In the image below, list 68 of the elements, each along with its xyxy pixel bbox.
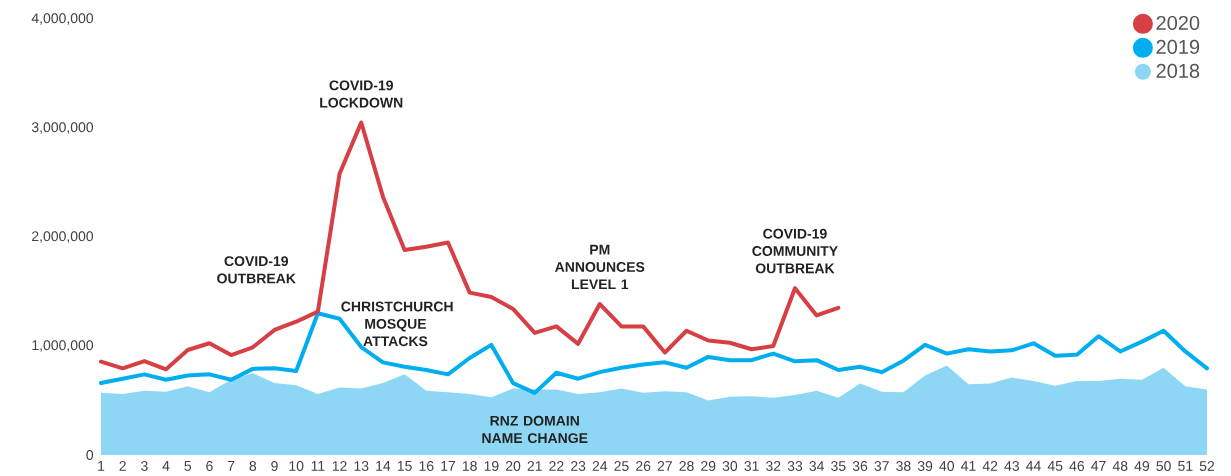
x-tick-label: 36 <box>852 461 868 471</box>
annotation: PM ANNOUNCES LEVEL 1 <box>555 244 645 290</box>
x-tick-label: 30 <box>722 461 738 471</box>
x-tick-label: 11 <box>311 461 325 471</box>
x-tick-label: 51 <box>1178 461 1193 471</box>
x-tick-label: 7 <box>227 461 235 471</box>
x-tick-label: 27 <box>657 461 672 471</box>
annotation: RNZ DOMAIN NAME CHANGE <box>482 415 588 444</box>
y-tick-label: 1,000,000 <box>32 340 94 352</box>
x-tick-label: 31 <box>744 461 759 471</box>
x-tick-label: 5 <box>184 461 192 471</box>
x-tick-label: 25 <box>614 461 629 471</box>
x-tick-label: 16 <box>419 461 434 471</box>
x-tick-label: 9 <box>271 461 278 471</box>
legend-label: 2018 <box>1156 63 1200 78</box>
x-tick-label: 18 <box>462 461 477 471</box>
x-tick-label: 40 <box>939 461 954 471</box>
x-tick-label: 52 <box>1199 461 1215 471</box>
x-tick-label: 23 <box>571 461 586 471</box>
x-tick-label: 41 <box>960 461 976 471</box>
x-tick-label: 15 <box>397 461 412 471</box>
x-tick-label: 34 <box>809 461 825 471</box>
legend-label: 2019 <box>1156 39 1200 54</box>
x-tick-label: 44 <box>1026 461 1041 471</box>
x-tick-label: 22 <box>549 461 564 471</box>
x-tick-label: 2 <box>119 461 126 471</box>
x-tick-label: 42 <box>982 461 998 471</box>
x-tick-label: 4 <box>162 461 170 471</box>
annotation: COVID-19 LOCKDOWN <box>320 80 403 108</box>
line-series <box>99 120 841 372</box>
y-tick-label: 2,000,000 <box>32 231 94 243</box>
x-tick-label: 13 <box>354 461 369 471</box>
x-tick-label: 29 <box>701 461 716 471</box>
x-tick-label: 8 <box>249 461 257 471</box>
x-tick-label: 12 <box>332 461 347 471</box>
annotation: COVID-19 COMMUNITY OUTBREAK <box>752 228 838 274</box>
annotation: CHRISTCHURCH MOSQUE ATTACKS <box>341 301 453 347</box>
x-tick-label: 19 <box>484 461 499 471</box>
x-tick-label: 10 <box>289 461 304 471</box>
x-tick-label: 43 <box>1004 461 1019 471</box>
legend-label: 2020 <box>1156 15 1200 31</box>
y-tick-label: 0 <box>86 450 94 460</box>
x-tick-label: 6 <box>206 461 213 471</box>
x-tick-label: 50 <box>1156 461 1171 471</box>
y-tick-label: 4,000,000 <box>31 13 94 25</box>
x-tick-label: 28 <box>679 461 694 471</box>
x-tick-label: 20 <box>505 461 521 471</box>
x-tick-label: 38 <box>896 461 911 471</box>
x-tick-label: 32 <box>766 461 781 471</box>
x-tick-label: 24 <box>592 461 608 471</box>
x-tick-label: 14 <box>376 461 391 471</box>
x-tick-label: 49 <box>1134 461 1150 471</box>
x-tick-label: 48 <box>1112 461 1128 471</box>
x-tick-label: 47 <box>1091 461 1106 471</box>
x-tick-label: 39 <box>917 461 933 471</box>
x-tick-label: 35 <box>831 461 846 471</box>
x-tick-label: 45 <box>1047 461 1063 471</box>
x-tick-label: 3 <box>141 461 148 471</box>
x-tick-label: 37 <box>874 461 889 471</box>
line-series <box>99 311 1209 395</box>
x-tick-label: 1 <box>98 461 105 471</box>
x-tick-label: 26 <box>636 461 651 471</box>
x-tick-label: 17 <box>441 461 456 471</box>
x-tick-label: 33 <box>787 461 803 471</box>
annotation: COVID-19 OUTBREAK <box>217 256 296 284</box>
y-tick-label: 3,000,000 <box>31 122 94 134</box>
x-tick-label: 46 <box>1069 461 1085 471</box>
x-tick-label: 21 <box>527 461 542 471</box>
